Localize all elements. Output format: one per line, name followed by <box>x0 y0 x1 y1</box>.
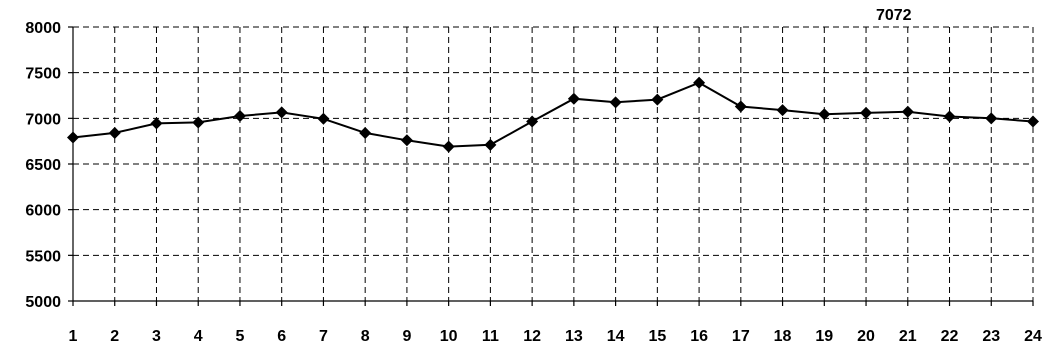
data-point-marker <box>901 105 914 118</box>
x-tick-label: 9 <box>402 328 411 345</box>
y-axis-tick-labels: 5000 5500 6000 6500 7000 7500 8000 <box>25 20 61 311</box>
data-point-marker <box>233 110 246 123</box>
x-tick-label: 6 <box>277 328 286 345</box>
x-tick-label: 3 <box>152 328 161 345</box>
y-tick-label: 7000 <box>25 111 61 128</box>
data-point-marker <box>526 115 539 128</box>
x-tick-label: 10 <box>440 328 458 345</box>
x-tick-label: 16 <box>690 328 708 345</box>
data-point-marker <box>609 96 622 109</box>
x-tick-label: 13 <box>565 328 583 345</box>
x-tick-label: 15 <box>648 328 666 345</box>
y-tick-label: 8000 <box>25 20 61 37</box>
y-tick-label: 5500 <box>25 248 61 265</box>
grid <box>73 26 1034 301</box>
data-point-marker <box>943 110 956 123</box>
data-point-marker <box>776 104 789 117</box>
data-point-marker <box>651 93 664 106</box>
axes <box>68 26 1034 306</box>
y-tick-label: 6500 <box>25 157 61 174</box>
x-tick-label: 14 <box>607 328 625 345</box>
x-tick-label: 20 <box>857 328 875 345</box>
series <box>67 76 1039 153</box>
x-tick-label: 2 <box>110 328 119 345</box>
x-axis-tick-labels: 1 2 3 4 5 6 7 8 9 10 11 12 13 14 15 16 17 18 19 20 21 22 23 24 <box>69 328 1042 345</box>
data-point-marker <box>484 138 497 151</box>
data-point-marker <box>693 76 706 89</box>
y-tick-label: 5000 <box>25 294 61 311</box>
data-point-marker <box>192 116 205 129</box>
x-tick-label: 22 <box>941 328 959 345</box>
annotation-label: 7072 <box>876 7 912 24</box>
annotations: 7072 <box>876 7 912 24</box>
x-tick-label: 18 <box>774 328 792 345</box>
x-tick-label: 17 <box>732 328 750 345</box>
series-line <box>72 81 1034 148</box>
x-tick-label: 8 <box>361 328 370 345</box>
data-point-marker <box>985 112 998 125</box>
data-point-marker <box>108 126 121 139</box>
data-point-marker <box>317 112 330 125</box>
x-tick-label: 5 <box>236 328 245 345</box>
data-point-marker <box>359 126 372 139</box>
x-tick-label: 11 <box>482 328 499 345</box>
x-tick-label: 4 <box>194 328 203 345</box>
x-tick-label: 7 <box>319 328 328 345</box>
data-point-marker <box>818 108 831 121</box>
x-tick-label: 19 <box>815 328 833 345</box>
y-tick-label: 6000 <box>25 203 61 220</box>
data-point-marker <box>442 140 455 153</box>
data-point-marker <box>1027 115 1039 128</box>
x-tick-label: 24 <box>1024 328 1042 345</box>
y-tick-label: 7500 <box>25 66 61 83</box>
data-point-marker <box>860 106 873 119</box>
x-tick-label: 12 <box>523 328 541 345</box>
data-point-marker <box>275 106 288 119</box>
x-tick-label: 1 <box>69 328 78 345</box>
data-point-marker <box>400 134 413 147</box>
x-tick-label: 21 <box>899 328 917 345</box>
data-point-marker <box>734 100 747 113</box>
data-point-marker <box>67 131 79 144</box>
x-tick-label: 23 <box>982 328 1000 345</box>
data-point-marker <box>150 117 163 130</box>
data-point-marker <box>567 92 580 105</box>
